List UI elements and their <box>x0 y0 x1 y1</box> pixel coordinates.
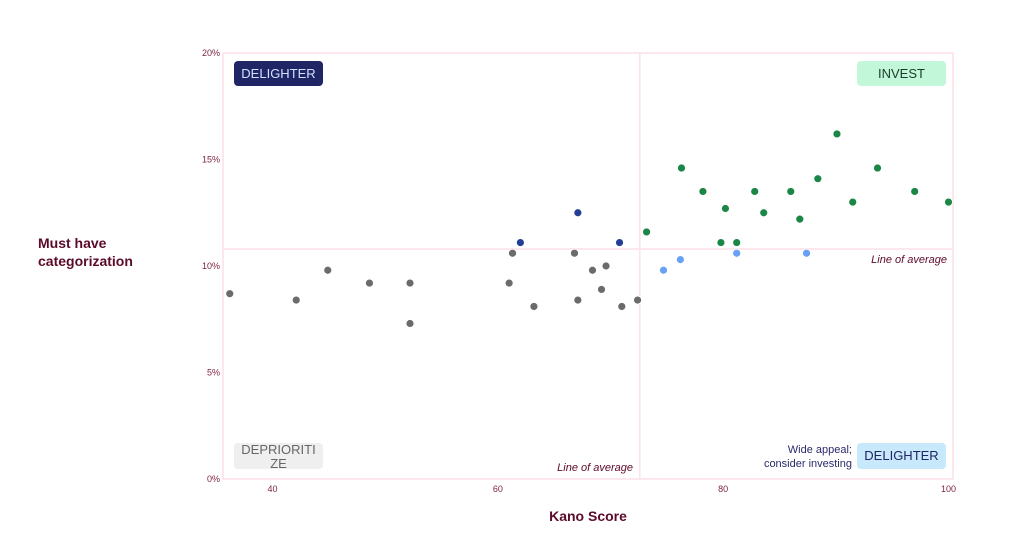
wide-appeal-note: Wide appeal; consider investing <box>740 443 852 471</box>
data-point-invest[interactable] <box>716 238 726 247</box>
data-point-deprioritize[interactable] <box>405 278 415 288</box>
data-point-deprioritize[interactable] <box>508 248 517 258</box>
data-point-deprioritize[interactable] <box>573 295 583 305</box>
y-tick-label: 5% <box>207 368 220 378</box>
data-point-delighter-light[interactable] <box>659 265 668 275</box>
data-point-invest[interactable] <box>750 187 760 196</box>
data-point-deprioritize[interactable] <box>291 295 301 305</box>
data-point-deprioritize[interactable] <box>225 289 235 299</box>
data-point-invest[interactable] <box>759 208 769 218</box>
data-point-deprioritize[interactable] <box>570 248 579 258</box>
note-line-2: consider investing <box>763 458 852 470</box>
average-line-label-vertical: Line of average <box>557 462 633 474</box>
y-axis-title: Must have categorization <box>38 235 133 269</box>
data-point-invest[interactable] <box>813 174 823 184</box>
data-point-deprioritize[interactable] <box>504 278 514 288</box>
x-tick-label: 60 <box>493 484 503 494</box>
data-point-invest[interactable] <box>944 197 953 207</box>
x-tick-label: 100 <box>941 484 956 494</box>
data-point-invest[interactable] <box>732 238 742 247</box>
quadrant-label-deprioritize: DEPRIORITIZE <box>234 443 323 471</box>
y-tick-label: 20% <box>202 48 220 58</box>
note-line-1: Wide appeal; <box>787 444 852 456</box>
data-point-invest[interactable] <box>721 204 730 213</box>
data-point-delighter-dark[interactable] <box>516 238 525 247</box>
data-point-deprioritize[interactable] <box>617 302 627 311</box>
y-tick-label: 10% <box>202 261 220 271</box>
data-point-delighter-dark[interactable] <box>573 208 583 218</box>
data-point-delighter-light[interactable] <box>802 248 811 258</box>
data-point-invest[interactable] <box>832 129 842 139</box>
data-point-deprioritize[interactable] <box>588 265 597 275</box>
data-point-invest[interactable] <box>786 187 796 196</box>
data-point-invest[interactable] <box>642 227 651 237</box>
data-point-deprioritize[interactable] <box>633 295 642 305</box>
data-point-deprioritize[interactable] <box>323 265 333 275</box>
y-tick-label: 0% <box>207 474 220 484</box>
quadrant-label-delighter-bottom: DELIGHTER <box>857 443 946 469</box>
data-point-invest[interactable] <box>910 187 920 196</box>
data-point-deprioritize[interactable] <box>597 285 606 294</box>
x-axis-title: Kano Score <box>549 508 627 524</box>
data-point-delighter-dark[interactable] <box>615 238 624 247</box>
x-tick-label: 80 <box>718 484 728 494</box>
data-point-invest[interactable] <box>873 163 882 173</box>
plot-frame <box>222 52 954 480</box>
data-point-deprioritize[interactable] <box>405 319 415 328</box>
data-point-invest[interactable] <box>795 214 805 224</box>
data-point-invest[interactable] <box>698 187 708 196</box>
data-point-deprioritize[interactable] <box>529 302 539 311</box>
y-tick-label: 15% <box>202 155 220 165</box>
data-point-deprioritize[interactable] <box>601 261 611 271</box>
data-point-invest[interactable] <box>848 197 858 207</box>
average-line-label-horizontal: Line of average <box>871 254 947 266</box>
x-tick-label: 40 <box>268 484 278 494</box>
data-point-delighter-light[interactable] <box>732 248 742 258</box>
data-point-deprioritize[interactable] <box>365 278 374 288</box>
quadrant-label-delighter-top: DELIGHTER <box>234 61 323 86</box>
quadrant-label-invest: INVEST <box>857 61 946 86</box>
data-point-invest[interactable] <box>677 163 686 173</box>
data-point-delighter-light[interactable] <box>675 255 685 265</box>
